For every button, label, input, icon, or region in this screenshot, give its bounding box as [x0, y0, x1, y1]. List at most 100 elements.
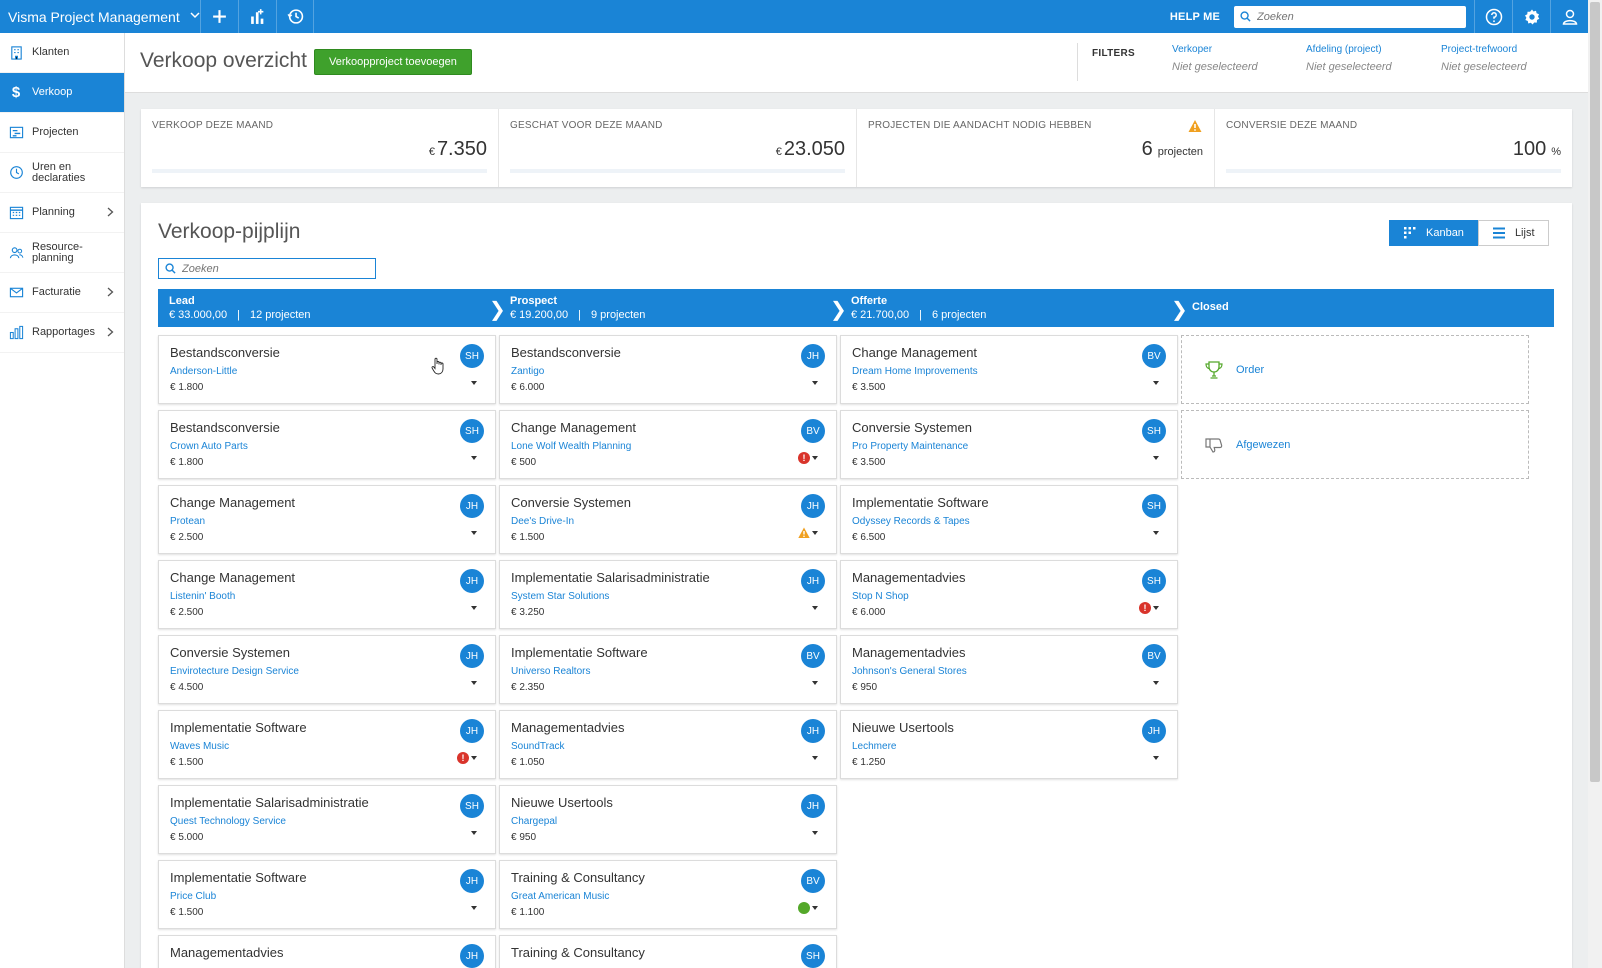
card-client-link[interactable]: Anderson-Little — [170, 366, 238, 377]
closed-rejected-dropzone[interactable]: Afgewezen — [1181, 410, 1529, 479]
card-menu-caret[interactable] — [812, 681, 818, 685]
project-card[interactable]: Implementatie Software Price Club € 1.500 J… — [158, 860, 496, 929]
avatar[interactable]: SH — [1142, 494, 1166, 518]
card-menu-caret[interactable] — [1153, 606, 1159, 610]
project-card[interactable]: Conversie Systemen Envirotecture Design S… — [158, 635, 496, 704]
card-client-link[interactable]: Dream Home Improvements — [852, 366, 978, 377]
project-card[interactable]: Nieuwe Usertools Lechmere € 1.250 JH — [840, 710, 1178, 779]
avatar[interactable]: SH — [460, 794, 484, 818]
avatar[interactable]: BV — [801, 869, 825, 893]
avatar[interactable]: JH — [460, 644, 484, 668]
project-card[interactable]: Change Management Protean € 2.500 JH — [158, 485, 496, 554]
pipeline-search-input[interactable] — [182, 262, 362, 275]
card-menu-caret[interactable] — [812, 756, 818, 760]
card-menu-caret[interactable] — [1153, 381, 1159, 385]
sidebar-item-rapportages[interactable]: Rapportages — [0, 313, 124, 353]
avatar[interactable]: JH — [801, 569, 825, 593]
card-client-link[interactable]: Zantigo — [511, 366, 545, 377]
avatar[interactable]: JH — [460, 869, 484, 893]
card-client-link[interactable]: Price Club — [170, 891, 217, 902]
project-card[interactable]: Conversie Systemen Dee's Drive-In € 1.500 J… — [499, 485, 837, 554]
card-menu-caret[interactable] — [471, 756, 477, 760]
card-menu-caret[interactable] — [812, 531, 818, 535]
project-card[interactable]: Change Management Lone Wolf Wealth Planni… — [499, 410, 837, 479]
avatar[interactable]: BV — [801, 419, 825, 443]
card-client-link[interactable]: Odyssey Records & Tapes — [852, 516, 970, 527]
card-menu-caret[interactable] — [812, 456, 818, 460]
avatar[interactable]: JH — [801, 344, 825, 368]
chart-plus-icon[interactable] — [238, 0, 276, 33]
card-client-link[interactable]: Envirotecture Design Service — [170, 666, 299, 677]
avatar[interactable]: SH — [801, 944, 825, 968]
card-client-link[interactable]: Stop N Shop — [852, 591, 909, 602]
card-client-link[interactable]: Universo Realtors — [511, 666, 591, 677]
card-menu-caret[interactable] — [471, 906, 477, 910]
project-card[interactable]: Implementatie Software Odyssey Records & … — [840, 485, 1178, 554]
card-menu-caret[interactable] — [1153, 756, 1159, 760]
project-card[interactable]: Conversie Systemen Pro Property Maintenan… — [840, 410, 1178, 479]
sidebar-item-uren[interactable]: Uren en declaraties — [0, 153, 124, 193]
card-client-link[interactable]: Lechmere — [852, 741, 897, 752]
card-menu-caret[interactable] — [471, 531, 477, 535]
avatar[interactable]: SH — [460, 419, 484, 443]
card-menu-caret[interactable] — [471, 456, 477, 460]
closed-order-dropzone[interactable]: Order — [1181, 335, 1529, 404]
project-card[interactable]: Managementadvies SoundTrack € 1.050 JH — [499, 710, 837, 779]
avatar[interactable]: SH — [1142, 569, 1166, 593]
project-card[interactable]: Implementatie Salarisadministratie System… — [499, 560, 837, 629]
card-client-link[interactable]: Johnson's General Stores — [852, 666, 967, 677]
avatar[interactable]: BV — [1142, 344, 1166, 368]
avatar[interactable]: JH — [460, 569, 484, 593]
card-menu-caret[interactable] — [812, 831, 818, 835]
card-menu-caret[interactable] — [812, 906, 818, 910]
filter-verkoper[interactable]: Verkoper Niet geselecteerd — [1172, 44, 1258, 73]
sidebar-item-verkoop[interactable]: $ Verkoop — [0, 73, 124, 113]
avatar[interactable]: JH — [460, 494, 484, 518]
filter-name[interactable]: Project-trefwoord — [1441, 44, 1518, 55]
sidebar-item-facturatie[interactable]: Facturatie — [0, 273, 124, 313]
top-search-input[interactable] — [1257, 10, 1457, 23]
app-switcher[interactable]: Visma Project Management — [0, 0, 200, 33]
avatar[interactable]: JH — [460, 719, 484, 743]
help-icon[interactable] — [1474, 0, 1512, 33]
card-client-link[interactable]: Chargepal — [511, 816, 558, 827]
avatar[interactable]: SH — [1142, 419, 1166, 443]
filter-trefwoord[interactable]: Project-trefwoord Niet geselecteerd — [1441, 44, 1527, 73]
filter-name[interactable]: Verkoper — [1172, 44, 1213, 55]
card-menu-caret[interactable] — [471, 681, 477, 685]
project-card[interactable]: Change Management Dream Home Improvements… — [840, 335, 1178, 404]
card-client-link[interactable]: Protean — [170, 516, 206, 527]
card-client-link[interactable]: Lone Wolf Wealth Planning — [511, 441, 632, 452]
avatar[interactable]: JH — [801, 494, 825, 518]
card-client-link[interactable]: Quest Technology Service — [170, 816, 286, 827]
card-client-link[interactable]: SoundTrack — [511, 741, 565, 752]
avatar[interactable]: JH — [801, 794, 825, 818]
top-search[interactable] — [1234, 5, 1466, 28]
project-card[interactable]: Implementatie Software Waves Music € 1.500… — [158, 710, 496, 779]
card-client-link[interactable]: Listenin' Booth — [170, 591, 236, 602]
add-sales-project-button[interactable]: Verkoopproject toevoegen — [314, 49, 472, 75]
help-me-link[interactable]: HELP ME — [1169, 10, 1220, 23]
card-client-link[interactable]: Great American Music — [511, 891, 610, 902]
filter-afdeling[interactable]: Afdeling (project) Niet geselecteerd — [1306, 44, 1392, 73]
sidebar-item-klanten[interactable]: Klanten — [0, 33, 124, 73]
history-icon[interactable] — [276, 0, 314, 33]
project-card[interactable]: Managementadvies JH — [158, 935, 496, 968]
add-icon[interactable] — [200, 0, 238, 33]
card-menu-caret[interactable] — [1153, 531, 1159, 535]
pipeline-search[interactable] — [158, 258, 376, 279]
filter-name[interactable]: Afdeling (project) — [1306, 44, 1382, 55]
sidebar-item-resourceplanning[interactable]: Resource-planning — [0, 233, 124, 273]
kanban-view-button[interactable]: Kanban — [1389, 220, 1478, 246]
project-card[interactable]: Training & Consultancy Great American Mus… — [499, 860, 837, 929]
card-menu-caret[interactable] — [471, 831, 477, 835]
project-card[interactable]: Nieuwe Usertools Chargepal € 950 JH — [499, 785, 837, 854]
project-card[interactable]: Bestandsconversie Crown Auto Parts € 1.800… — [158, 410, 496, 479]
project-card[interactable]: Managementadvies Stop N Shop € 6.000 SH! — [840, 560, 1178, 629]
project-card[interactable]: Bestandsconversie Anderson-Little € 1.800 S… — [158, 335, 496, 404]
card-menu-caret[interactable] — [471, 381, 477, 385]
project-card[interactable]: Managementadvies Johnson's General Stores… — [840, 635, 1178, 704]
card-client-link[interactable]: Dee's Drive-In — [511, 516, 575, 527]
project-card[interactable]: Implementatie Salarisadministratie Quest … — [158, 785, 496, 854]
avatar[interactable]: SH — [460, 344, 484, 368]
